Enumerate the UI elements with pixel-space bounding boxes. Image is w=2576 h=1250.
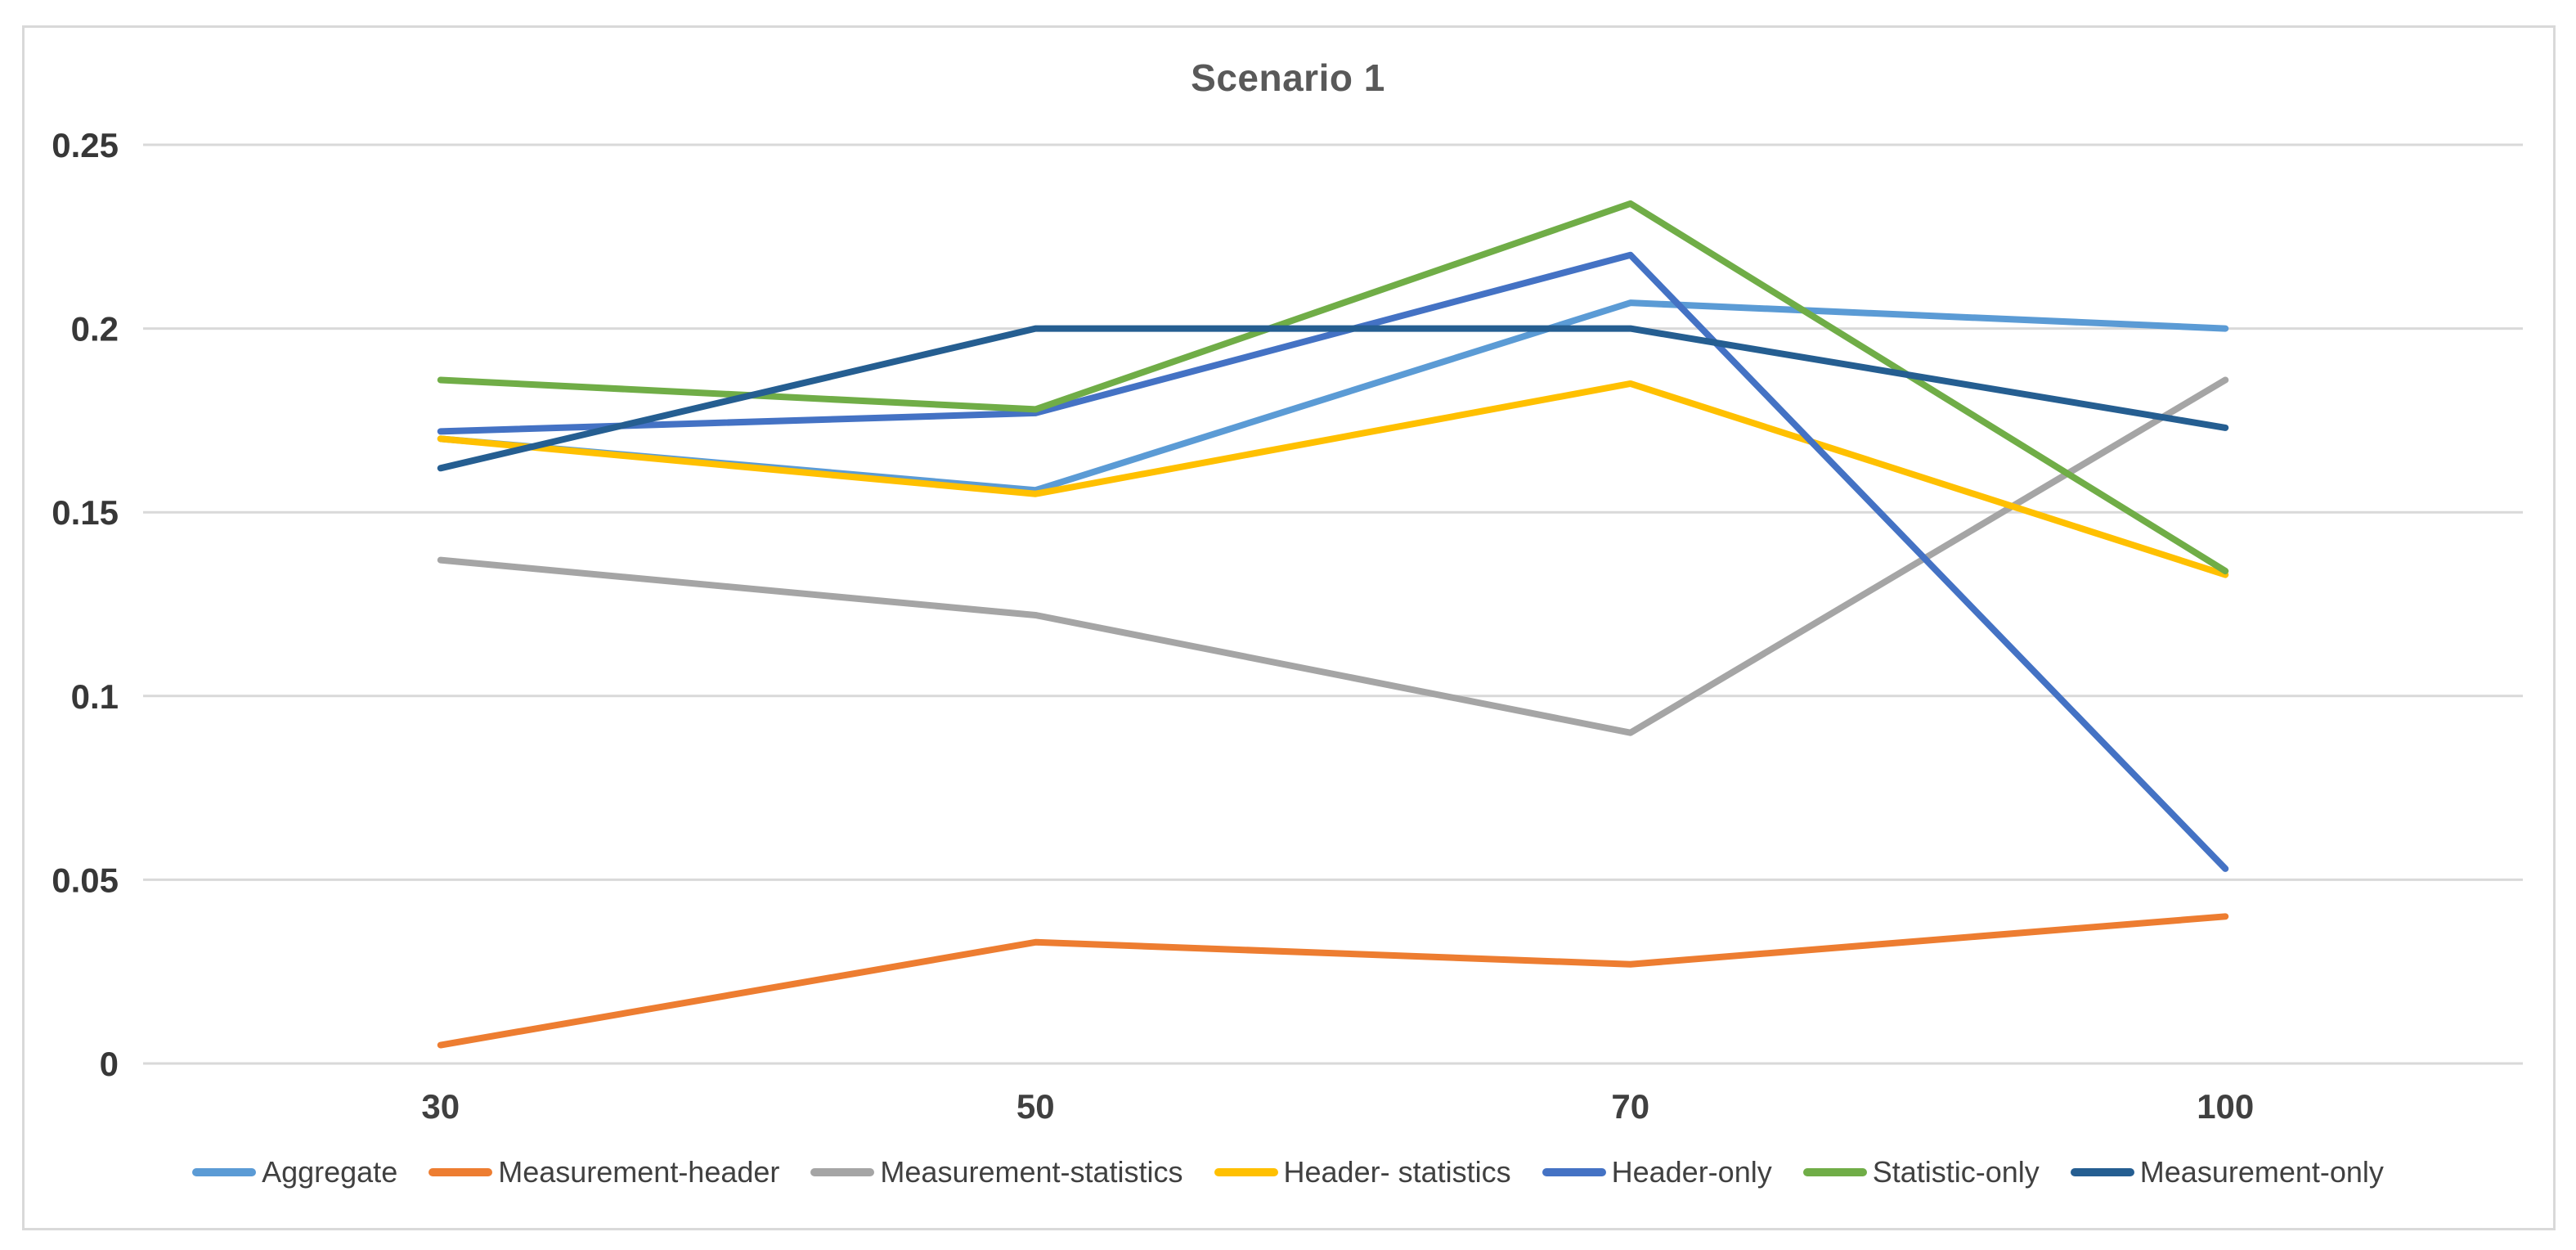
series-line-header-only [437,251,2229,872]
x-tick-label-50: 50 [1016,1087,1055,1126]
legend-label-measurement-only: Measurement-only [2139,1155,2384,1189]
legend-label-measurement-statistics: Measurement-statistics [880,1155,1183,1189]
series-line-measurement-header [437,913,2229,1049]
chart-legend: Aggregate Measurement-header Measurement-s… [0,1155,2576,1189]
legend-item-header-only: Header-only [1542,1155,1772,1189]
legend-item-aggregate: Aggregate [192,1155,397,1189]
y-tick-label-0.05: 0.05 [52,861,119,899]
y-tick-label-0.1: 0.1 [71,677,119,716]
chart-title: Scenario 1 [1191,56,1385,99]
y-tick-label-0.2: 0.2 [71,310,119,348]
legend-swatch-aggregate [192,1168,257,1176]
x-tick-label-30: 30 [421,1087,460,1126]
legend-label-measurement-header: Measurement-header [498,1155,780,1189]
legend-swatch-measurement-only [2070,1168,2134,1176]
y-tick-label-0.15: 0.15 [52,493,119,532]
x-tick-label-70: 70 [1611,1087,1649,1126]
legend-item-measurement-header: Measurement-header [429,1155,779,1189]
legend-swatch-statistic-only [1802,1168,1867,1176]
y-tick-label-0: 0 [100,1045,119,1083]
legend-label-header-statistics: Header- statistics [1283,1155,1511,1189]
series-line-measurement-only [437,325,2229,472]
series-line-statistic-only [437,200,2229,575]
legend-item-measurement-statistics: Measurement-statistics [810,1155,1183,1189]
legend-item-statistic-only: Statistic-only [1802,1155,2040,1189]
legend-swatch-measurement-statistics [810,1168,875,1176]
legend-swatch-header-only [1542,1168,1606,1176]
legend-label-header-only: Header-only [1611,1155,1772,1189]
legend-swatch-measurement-header [429,1168,493,1176]
legend-item-header-statistics: Header- statistics [1214,1155,1511,1189]
y-tick-label-0.25: 0.25 [52,126,119,164]
legend-swatch-header-statistics [1214,1168,1278,1176]
series-line-measurement-statistics [437,376,2229,736]
series-line-header-statistics [437,380,2229,578]
x-tick-label-100: 100 [2197,1087,2254,1126]
chart-border [22,25,2556,1230]
legend-label-statistic-only: Statistic-only [1872,1155,2040,1189]
legend-label-aggregate: Aggregate [262,1155,398,1189]
legend-item-measurement-only: Measurement-only [2070,1155,2384,1189]
